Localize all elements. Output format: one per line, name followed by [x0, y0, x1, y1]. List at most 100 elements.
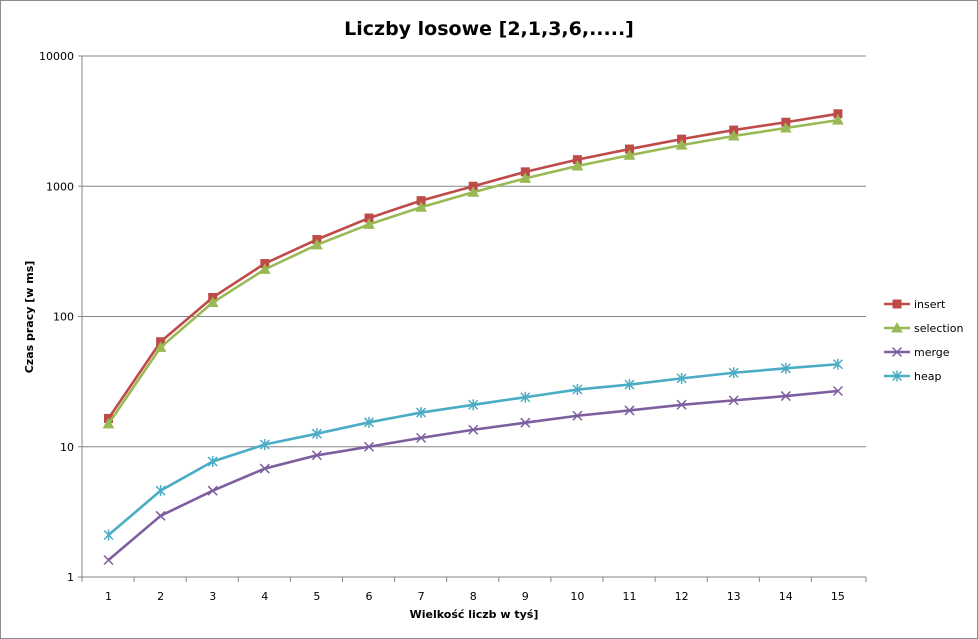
data-point — [259, 463, 270, 474]
gridlines — [82, 55, 866, 448]
legend-label: heap — [914, 370, 941, 383]
x-tick-label: 13 — [727, 590, 741, 603]
marker-stroke — [891, 346, 903, 358]
y-axis-title: Czas pracy [w ms] — [23, 261, 36, 374]
data-point — [311, 428, 322, 440]
legend-marker — [891, 370, 903, 382]
data-point — [259, 439, 270, 451]
legend-label: selection — [914, 322, 963, 335]
data-point — [363, 416, 375, 428]
data-point — [416, 407, 427, 419]
series-heap — [103, 358, 843, 541]
data-point — [572, 384, 583, 396]
data-point — [780, 362, 791, 374]
legend-entry: heap — [884, 370, 941, 383]
legend: insert selection merge heap — [884, 298, 963, 383]
marker-stroke — [311, 450, 322, 461]
marker-stroke — [103, 554, 114, 566]
marker-stroke — [207, 485, 218, 496]
data-point — [311, 238, 323, 250]
data-point — [728, 367, 739, 379]
data-point — [520, 391, 531, 403]
data-point — [728, 395, 739, 406]
data-point — [832, 114, 844, 125]
data-point — [572, 410, 583, 421]
y-tick-label: 1000 — [46, 180, 74, 193]
x-tick-label: 15 — [831, 590, 845, 603]
chart-title: Liczby losowe [2,1,3,6,.....] — [344, 18, 634, 40]
data-point — [258, 263, 271, 274]
marker-stroke — [259, 463, 270, 474]
data-point — [519, 172, 532, 183]
marker-stroke — [363, 441, 375, 452]
marker-stroke — [416, 432, 427, 443]
data-point — [154, 341, 167, 352]
series-line — [107, 118, 839, 425]
data-point — [571, 159, 584, 171]
x-tick-label: 2 — [157, 590, 164, 603]
data-point — [676, 399, 687, 410]
data-point — [155, 485, 166, 497]
x-tick-label: 10 — [570, 590, 584, 603]
series-line — [107, 389, 839, 562]
data-point — [311, 450, 322, 461]
data-point — [676, 372, 687, 384]
data-point — [832, 385, 843, 397]
marker-stroke — [520, 417, 531, 428]
marker-stroke — [155, 510, 166, 521]
series-line — [107, 362, 839, 537]
data-point — [103, 529, 114, 541]
data-point — [623, 149, 636, 160]
data-point — [624, 405, 635, 416]
marker-stroke — [832, 385, 843, 397]
legend-entry: merge — [884, 346, 950, 359]
data-point — [363, 441, 375, 452]
marker-stroke — [572, 410, 583, 421]
y-tick-label: 10 — [60, 441, 74, 454]
data-point — [207, 485, 218, 496]
data-point — [624, 379, 635, 391]
x-tick-label: 3 — [209, 590, 216, 603]
legend-marker — [891, 346, 903, 358]
marker-stroke — [676, 399, 687, 410]
x-tick-label: 12 — [675, 590, 689, 603]
marker-stroke — [728, 395, 739, 406]
data-point — [727, 129, 740, 141]
data-point — [467, 186, 480, 197]
x-tick-label: 7 — [418, 590, 425, 603]
y-tick-label: 100 — [53, 311, 74, 324]
data-point — [415, 201, 427, 212]
data-point — [675, 139, 688, 150]
data-point — [468, 424, 479, 435]
x-tick-label: 11 — [623, 590, 637, 603]
data-point — [102, 417, 115, 429]
plot-area — [102, 109, 844, 566]
data-point — [155, 510, 166, 521]
marker-stroke — [624, 405, 635, 416]
legend-label: merge — [914, 346, 950, 359]
x-tick-label: 9 — [522, 590, 529, 603]
y-tick-label: 1 — [67, 571, 74, 584]
x-tick-label: 6 — [366, 590, 373, 603]
data-point — [206, 296, 219, 308]
x-axis-title: Wielkość liczb w tyś] — [410, 608, 539, 621]
x-tick-label: 8 — [470, 590, 477, 603]
legend-marker — [891, 321, 903, 333]
data-point — [103, 554, 114, 566]
series-merge — [103, 385, 843, 566]
data-point — [207, 456, 218, 468]
x-tick-label: 1 — [105, 590, 112, 603]
legend-label: insert — [914, 298, 946, 311]
x-tick-label: 5 — [313, 590, 320, 603]
data-point — [780, 391, 791, 402]
data-point — [363, 218, 375, 229]
legend-marker — [892, 299, 902, 309]
legend-entry: selection — [884, 321, 963, 335]
x-tick-label: 14 — [779, 590, 793, 603]
x-tick-label: 4 — [261, 590, 268, 603]
y-tick-label: 10000 — [39, 50, 74, 63]
data-point — [416, 432, 427, 443]
